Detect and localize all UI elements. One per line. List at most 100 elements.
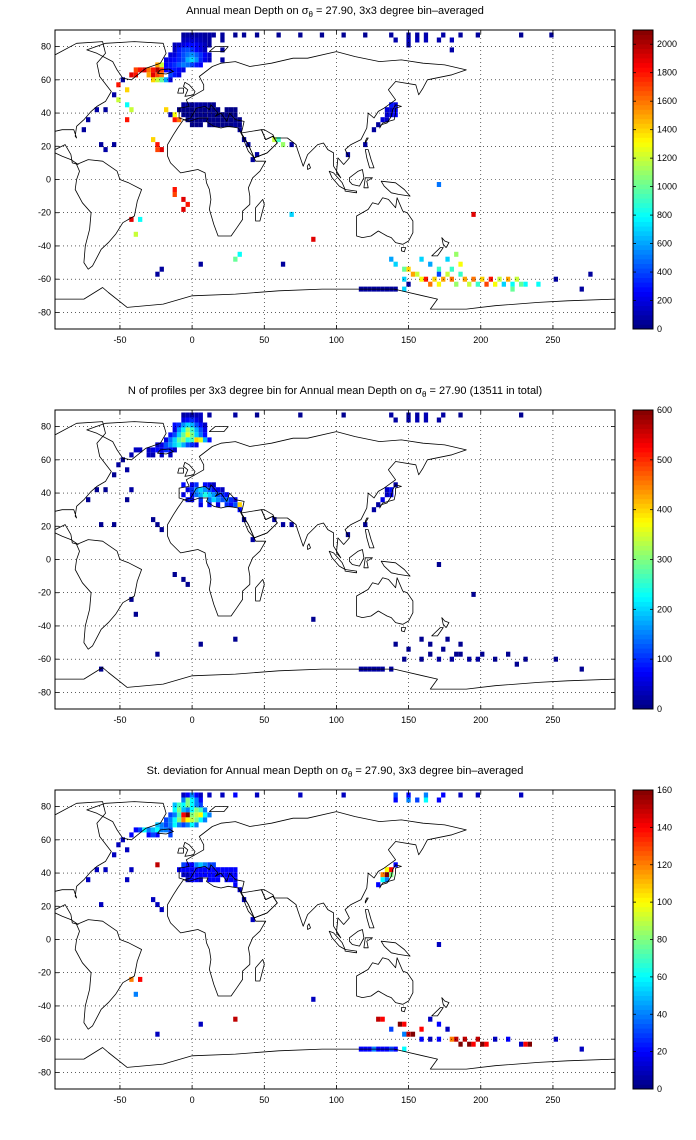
colorbar-band — [633, 410, 653, 416]
heatmap-cell — [138, 827, 143, 833]
heatmap-cell — [215, 122, 221, 128]
heatmap-cell — [125, 117, 130, 123]
heatmap-cell — [579, 666, 584, 672]
colorbar-band — [633, 216, 653, 222]
heatmap-cell — [436, 656, 442, 662]
heatmap-cell — [220, 867, 225, 873]
heatmap-cell — [198, 812, 203, 818]
coastline-australia — [356, 957, 414, 1005]
heatmap-cell — [224, 497, 229, 503]
heatmap-cell — [194, 102, 199, 108]
heatmap-cell — [189, 817, 195, 823]
heatmap-cell — [168, 72, 173, 78]
heatmap-cell — [467, 281, 472, 287]
heatmap-cell — [168, 437, 173, 443]
heatmap-cell — [133, 611, 138, 617]
heatmap-cell — [159, 527, 164, 533]
heatmap-cell — [198, 497, 203, 503]
colorbar-band — [633, 874, 653, 880]
y-tick-label: -20 — [38, 588, 51, 598]
heatmap-cell — [588, 271, 593, 277]
heatmap-cell — [202, 487, 208, 493]
heatmap-cell — [436, 281, 442, 287]
heatmap-cell — [233, 412, 238, 418]
heatmap-cell — [389, 32, 394, 38]
heatmap-cell — [484, 1041, 489, 1047]
heatmap-cell — [272, 517, 277, 523]
heatmap-cell — [172, 52, 177, 58]
heatmap-cell — [363, 32, 368, 38]
heatmap-cell — [250, 917, 255, 923]
colorbar-band — [633, 517, 653, 523]
heatmap-cell — [419, 1026, 424, 1032]
heatmap-cell — [519, 281, 524, 287]
coastline-philippines — [364, 529, 375, 549]
heatmap-cell — [376, 122, 381, 128]
heatmap-cell — [254, 32, 260, 38]
heatmap-cell — [211, 877, 216, 883]
heatmap-cell — [220, 32, 225, 38]
heatmap-cell — [363, 142, 368, 148]
colorbar-band — [633, 634, 653, 640]
heatmap-cell — [164, 437, 169, 443]
colorbar-band — [633, 188, 653, 194]
y-tick-label: 60 — [41, 455, 51, 465]
heatmap-cell — [155, 862, 160, 868]
heatmap-cell — [177, 57, 182, 63]
heatmap-cell — [215, 487, 221, 493]
coastline-borneo — [349, 929, 365, 947]
x-tick-label: 200 — [473, 335, 488, 345]
colorbar-band — [633, 704, 653, 710]
heatmap-cell — [151, 137, 156, 143]
colorbar-band — [633, 930, 653, 936]
colorbar-band — [633, 1032, 653, 1039]
title-sigma-subscript: θ — [308, 10, 313, 20]
colorbar-band — [633, 67, 653, 73]
x-tick-label: -50 — [113, 1095, 126, 1105]
title-sigma: σ — [301, 5, 309, 17]
colorbar-band — [633, 573, 653, 579]
heatmap-cell — [159, 147, 164, 153]
colorbar-band — [633, 34, 653, 40]
heatmap-cell — [220, 47, 225, 53]
heatmap-cell — [185, 797, 190, 803]
heatmap-cell — [202, 867, 208, 873]
heatmap-cell — [155, 77, 160, 83]
heatmap-cell — [207, 102, 212, 108]
heatmap-cell — [254, 152, 260, 158]
heatmap-cell — [194, 442, 199, 448]
heatmap-cell — [164, 67, 169, 73]
heatmap-cell — [133, 67, 138, 73]
heatmap-cell — [194, 802, 199, 808]
heatmap-cell — [393, 797, 398, 803]
y-tick-label: 20 — [41, 521, 51, 531]
colorbar-band — [633, 818, 653, 824]
heatmap-cell — [402, 276, 407, 282]
colorbar-band — [633, 508, 653, 514]
heatmap-cell — [198, 872, 203, 878]
heatmap-cell — [458, 1041, 463, 1047]
heatmap-cell — [514, 276, 519, 282]
heatmap-cell — [198, 422, 203, 428]
colorbar-band — [633, 860, 653, 866]
heatmap-cell — [415, 797, 420, 803]
heatmap-cell — [86, 497, 91, 503]
heatmap-cell — [280, 142, 286, 148]
heatmap-cell — [376, 502, 381, 508]
heatmap-cell — [142, 67, 147, 73]
coastline-iceland — [157, 68, 174, 75]
colorbar-band — [633, 550, 653, 556]
heatmap-cell — [211, 487, 216, 493]
map-plot: -50 0 50 100 150 200 250-80-60-40-200204060800… — [38, 29, 677, 345]
heatmap-cell — [389, 1026, 394, 1032]
heatmap-cell — [181, 872, 186, 878]
heatmap-cell — [202, 57, 208, 63]
heatmap-cell — [454, 251, 459, 257]
heatmap-cell — [419, 256, 424, 262]
heatmap-cell — [202, 32, 208, 38]
colorbar-band — [633, 981, 653, 987]
colorbar-band — [633, 629, 653, 635]
heatmap-cell — [519, 412, 524, 418]
heatmap-cell — [172, 442, 177, 448]
heatmap-cell — [198, 32, 203, 38]
